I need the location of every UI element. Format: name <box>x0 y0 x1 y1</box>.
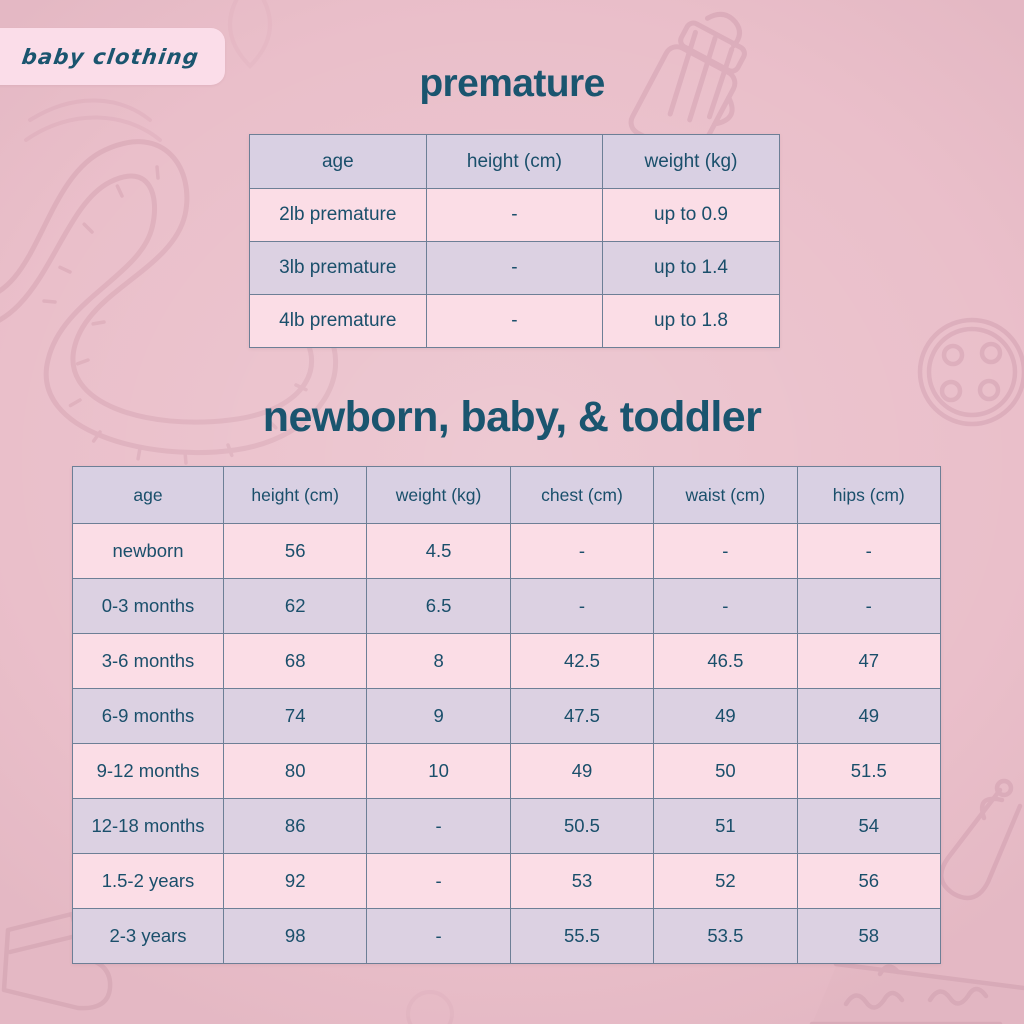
cell-waist: 50 <box>653 743 798 799</box>
column-header-hips: hips (cm) <box>796 466 941 524</box>
cell-weight: - <box>366 853 511 909</box>
cell-weight: up to 1.4 <box>602 241 780 295</box>
cell-weight: up to 1.8 <box>602 294 780 348</box>
table-row: 2-3 years 98 - 55.5 53.5 58 <box>72 908 941 964</box>
column-header-age: age <box>249 134 427 189</box>
cell-chest: 47.5 <box>509 688 655 744</box>
cell-age: 2lb premature <box>249 188 427 242</box>
cell-weight: - <box>366 798 511 854</box>
cell-waist: 52 <box>653 853 798 909</box>
table-row: 0-3 months 62 6.5 - - - <box>72 578 941 634</box>
table-row: 3lb premature - up to 1.4 <box>249 241 780 295</box>
safety-pin-doodle <box>939 778 1023 901</box>
size-chart-newborn-baby-toddler: age height (cm) weight (kg) chest (cm) w… <box>72 466 941 964</box>
stitching-zigzag-doodle <box>809 961 1024 1024</box>
table-row: 9-12 months 80 10 49 50 51.5 <box>72 743 941 799</box>
cell-age: 0-3 months <box>72 578 224 634</box>
cell-age: 1.5-2 years <box>72 853 224 909</box>
cell-hips: - <box>796 578 941 634</box>
cell-age: 3lb premature <box>249 241 427 295</box>
cell-chest: 42.5 <box>509 633 655 689</box>
rattle-doodle <box>406 990 454 1024</box>
table-row: 1.5-2 years 92 - 53 52 56 <box>72 853 941 909</box>
cell-age: newborn <box>72 523 224 579</box>
cell-height: 98 <box>222 908 368 964</box>
cell-weight: 6.5 <box>366 578 511 634</box>
cell-height: - <box>425 294 604 348</box>
cell-chest: - <box>509 578 655 634</box>
cell-weight: 4.5 <box>366 523 511 579</box>
cell-height: - <box>425 241 604 295</box>
cell-hips: 47 <box>796 633 941 689</box>
column-header-waist: waist (cm) <box>653 466 798 524</box>
cell-age: 3-6 months <box>72 633 224 689</box>
cell-weight: 8 <box>366 633 511 689</box>
size-chart-premature: age height (cm) weight (kg) 2lb prematur… <box>249 134 780 348</box>
cell-waist: - <box>653 523 798 579</box>
cell-height: 92 <box>222 853 368 909</box>
cell-height: 74 <box>222 688 368 744</box>
cell-waist: - <box>653 578 798 634</box>
cell-waist: 51 <box>653 798 798 854</box>
table-row: 3-6 months 68 8 42.5 46.5 47 <box>72 633 941 689</box>
column-header-weight: weight (kg) <box>602 134 780 189</box>
column-header-height: height (cm) <box>222 466 368 524</box>
badge-baby-clothing: baby clothing <box>0 28 226 85</box>
table-header-row: age height (cm) weight (kg) chest (cm) w… <box>72 466 941 524</box>
table-row: 4lb premature - up to 1.8 <box>249 294 780 348</box>
cell-age: 12-18 months <box>72 798 224 854</box>
cell-hips: - <box>796 523 941 579</box>
cell-chest: 49 <box>509 743 655 799</box>
table-row: newborn 56 4.5 - - - <box>72 523 941 579</box>
cell-weight: - <box>366 908 511 964</box>
table-row: 12-18 months 86 - 50.5 51 54 <box>72 798 941 854</box>
cell-waist: 49 <box>653 688 798 744</box>
cell-hips: 58 <box>796 908 941 964</box>
cell-weight: 10 <box>366 743 511 799</box>
column-header-age: age <box>72 466 224 524</box>
table-header-row: age height (cm) weight (kg) <box>249 134 780 189</box>
table-row: 6-9 months 74 9 47.5 49 49 <box>72 688 941 744</box>
table-row: 2lb premature - up to 0.9 <box>249 188 780 242</box>
cell-chest: 50.5 <box>509 798 655 854</box>
cell-chest: - <box>509 523 655 579</box>
cell-age: 9-12 months <box>72 743 224 799</box>
cell-hips: 49 <box>796 688 941 744</box>
cell-hips: 51.5 <box>796 743 941 799</box>
cell-waist: 46.5 <box>653 633 798 689</box>
bib-doodle <box>228 0 272 69</box>
cell-weight: up to 0.9 <box>602 188 780 242</box>
cell-height: 86 <box>222 798 368 854</box>
cell-height: 62 <box>222 578 368 634</box>
cell-weight: 9 <box>366 688 511 744</box>
measuring-tape-doodle-small <box>24 98 162 142</box>
cell-age: 4lb premature <box>249 294 427 348</box>
cell-age: 2-3 years <box>72 908 224 964</box>
cell-height: 80 <box>222 743 368 799</box>
column-header-height: height (cm) <box>425 134 604 189</box>
cell-waist: 53.5 <box>653 908 798 964</box>
cell-height: - <box>425 188 604 242</box>
section-title-newborn-baby-toddler: newborn, baby, & toddler <box>262 393 762 441</box>
column-header-chest: chest (cm) <box>509 466 655 524</box>
cell-hips: 54 <box>796 798 941 854</box>
cell-chest: 55.5 <box>509 908 655 964</box>
section-title-premature: premature <box>419 62 605 105</box>
column-header-weight: weight (kg) <box>366 466 511 524</box>
cell-hips: 56 <box>796 853 941 909</box>
cell-age: 6-9 months <box>72 688 224 744</box>
cell-height: 68 <box>222 633 368 689</box>
cell-chest: 53 <box>509 853 655 909</box>
cell-height: 56 <box>222 523 368 579</box>
